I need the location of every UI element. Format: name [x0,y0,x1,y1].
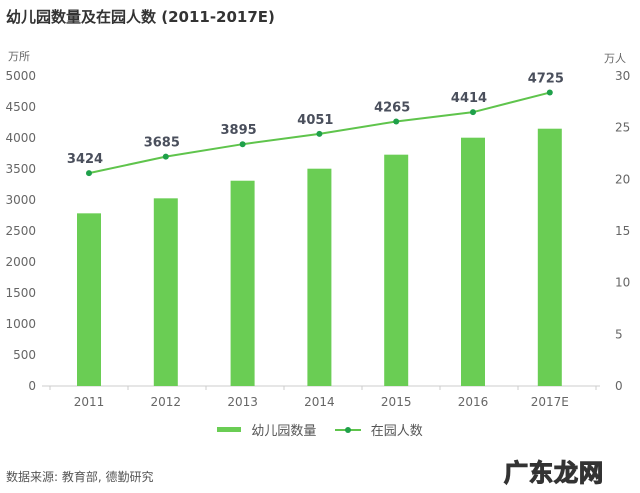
line-point [162,153,169,160]
left-tick-label: 2000 [5,255,36,269]
right-tick-label: 15 [615,224,630,238]
x-tick-label: 2017E [531,395,569,409]
left-tick-label: 5000 [5,69,36,83]
left-tick-label: 3500 [5,162,36,176]
x-tick-label: 2015 [381,395,412,409]
left-tick-label: 3000 [5,193,36,207]
legend-line-label: 在园人数 [370,424,423,439]
bar [230,180,255,386]
left-tick-label: 1000 [5,317,36,331]
chart: 0 500 1000 1500 2000 2500 3000 3500 4000 4500 5000… [5,50,630,409]
x-tick-label: 2016 [458,395,489,409]
bar [537,128,562,386]
left-tick-label: 2500 [5,224,36,238]
left-tick-label: 4000 [5,131,36,145]
x-tick-label: 2013 [227,395,258,409]
x-tick-label: 2014 [304,395,335,409]
bar [307,168,332,386]
left-tick-label: 4500 [5,100,36,114]
bar [77,213,101,386]
right-tick-label: 20 [615,172,630,186]
line-point [393,118,400,125]
line-point [316,130,323,137]
line-point [86,170,92,177]
line-point [470,109,476,116]
left-tick-label: 500 [13,348,36,362]
line-point [546,89,553,96]
right-tick-label: 0 [615,379,623,393]
bar [461,137,485,386]
right-tick-label: 10 [615,276,630,290]
legend: 幼儿园数量 在园人数 [0,420,640,439]
data-label: 4051 [297,113,333,128]
watermark-logo: 广东龙网 [503,458,604,487]
legend-line-swatch [334,424,361,436]
data-label: 4725 [528,72,564,87]
x-tick-label: 2012 [151,395,182,409]
left-axis-unit: 万所 [8,50,30,63]
data-label: 3424 [67,152,103,167]
bar [384,154,409,386]
bar [153,198,178,386]
chart-title: 幼儿园数量及在园人数 (2011-2017E) [6,8,275,26]
data-label: 4265 [374,100,410,115]
data-label: 3895 [221,123,257,138]
right-axis-unit: 万人 [604,52,626,65]
data-label: 4414 [451,91,487,106]
legend-bar-swatch [217,427,242,432]
left-tick-label: 0 [28,379,36,393]
line-point [239,141,246,148]
right-tick-label: 5 [615,327,623,341]
source-note: 数据来源: 教育部, 德勤研究 [6,470,154,484]
right-tick-label: 30 [615,69,630,83]
data-label: 3685 [144,136,180,151]
legend-bar-label: 幼儿园数量 [251,424,317,439]
x-tick-label: 2011 [74,395,105,409]
right-tick-label: 25 [615,121,630,135]
left-tick-label: 1500 [5,286,36,300]
